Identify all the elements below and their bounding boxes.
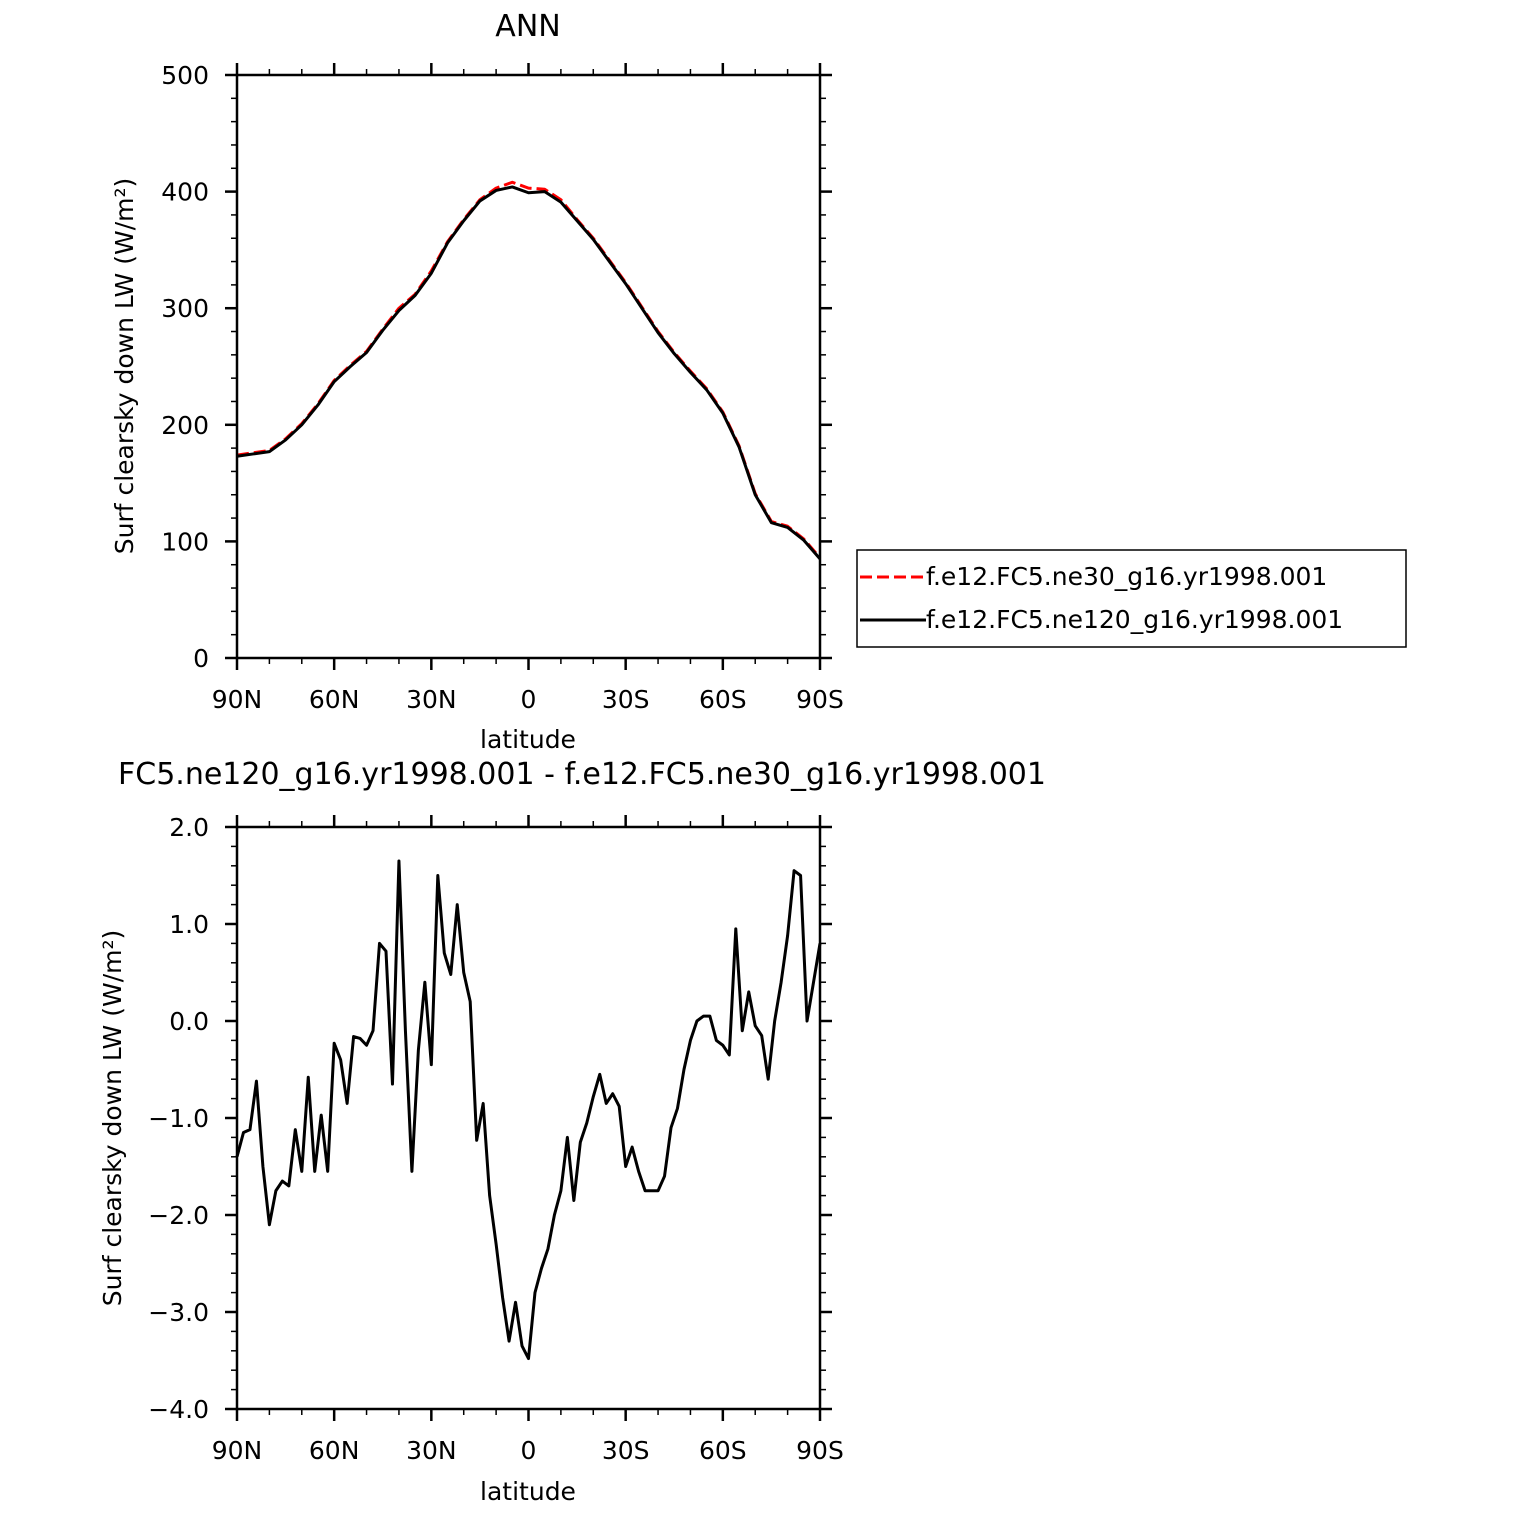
- top-x-tick-labels: 90N 60N 30N 0 30S 60S 90S: [212, 685, 844, 714]
- legend-label-ne120: f.e12.FC5.ne120_g16.yr1998.001: [926, 605, 1343, 634]
- series-line-1: [236, 185, 822, 560]
- y-tick-label: 500: [161, 61, 209, 90]
- x-tick-label: 30N: [406, 1436, 457, 1465]
- bottom-panel: FC5.ne120_g16.yr1998.001 - f.e12.FC5.ne3…: [98, 757, 1046, 1506]
- bottom-tick-marks: [225, 815, 832, 1421]
- bottom-series-lines: [235, 859, 822, 1361]
- top-panel: ANN 90N 60N 30N 0 30S 60S 90S 0 100 200 300 400 500…: [110, 9, 1407, 754]
- top-y-tick-labels: 0 100 200 300 400 500: [161, 61, 209, 673]
- x-tick-label: 0: [521, 1436, 537, 1465]
- top-series-lines: [236, 180, 822, 560]
- bottom-chart-title: FC5.ne120_g16.yr1998.001 - f.e12.FC5.ne3…: [118, 757, 1046, 792]
- top-plot-frame: [235, 73, 822, 660]
- bottom-plot-frame: [235, 825, 822, 1411]
- y-tick-label: 1.0: [169, 910, 209, 939]
- y-tick-label: 300: [161, 294, 209, 323]
- y-tick-label: −1.0: [148, 1104, 209, 1133]
- y-tick-label: −4.0: [148, 1395, 209, 1424]
- legend: f.e12.FC5.ne30_g16.yr1998.001 f.e12.FC5.…: [856, 549, 1407, 648]
- y-tick-label: 200: [161, 411, 209, 440]
- y-tick-label: 0.0: [169, 1007, 209, 1036]
- legend-box: [856, 549, 1407, 648]
- series-line-0: [236, 180, 822, 559]
- bottom-y-tick-labels: −4.0 −3.0 −2.0 −1.0 0.0 1.0 2.0: [148, 813, 209, 1424]
- bottom-x-axis-label: latitude: [480, 1477, 576, 1506]
- top-x-axis-label: latitude: [480, 725, 576, 754]
- bottom-x-tick-labels: 90N 60N 30N 0 30S 60S 90S: [212, 1436, 844, 1465]
- x-tick-label: 60N: [309, 1436, 360, 1465]
- series-line-0: [235, 859, 822, 1361]
- y-tick-label: −2.0: [148, 1201, 209, 1230]
- x-tick-label: 30N: [406, 685, 457, 714]
- top-tick-marks: [225, 63, 832, 670]
- y-tick-label: 0: [193, 644, 209, 673]
- x-tick-label: 60N: [309, 685, 360, 714]
- bottom-y-axis-label: Surf clearsky down LW (W/m²): [98, 930, 127, 1307]
- x-tick-label: 90S: [796, 1436, 844, 1465]
- y-tick-label: 2.0: [169, 813, 209, 842]
- x-tick-label: 60S: [699, 685, 747, 714]
- y-tick-label: 400: [161, 178, 209, 207]
- y-tick-label: −3.0: [148, 1298, 209, 1327]
- x-tick-label: 30S: [602, 1436, 650, 1465]
- x-tick-label: 30S: [602, 685, 650, 714]
- x-tick-label: 90S: [796, 685, 844, 714]
- x-tick-label: 90N: [212, 1436, 263, 1465]
- x-tick-label: 90N: [212, 685, 263, 714]
- y-tick-label: 100: [161, 527, 209, 556]
- legend-label-ne30: f.e12.FC5.ne30_g16.yr1998.001: [926, 562, 1327, 591]
- x-tick-label: 60S: [699, 1436, 747, 1465]
- top-chart-title: ANN: [495, 9, 560, 44]
- x-tick-label: 0: [521, 685, 537, 714]
- top-y-axis-label: Surf clearsky down LW (W/m²): [110, 178, 139, 555]
